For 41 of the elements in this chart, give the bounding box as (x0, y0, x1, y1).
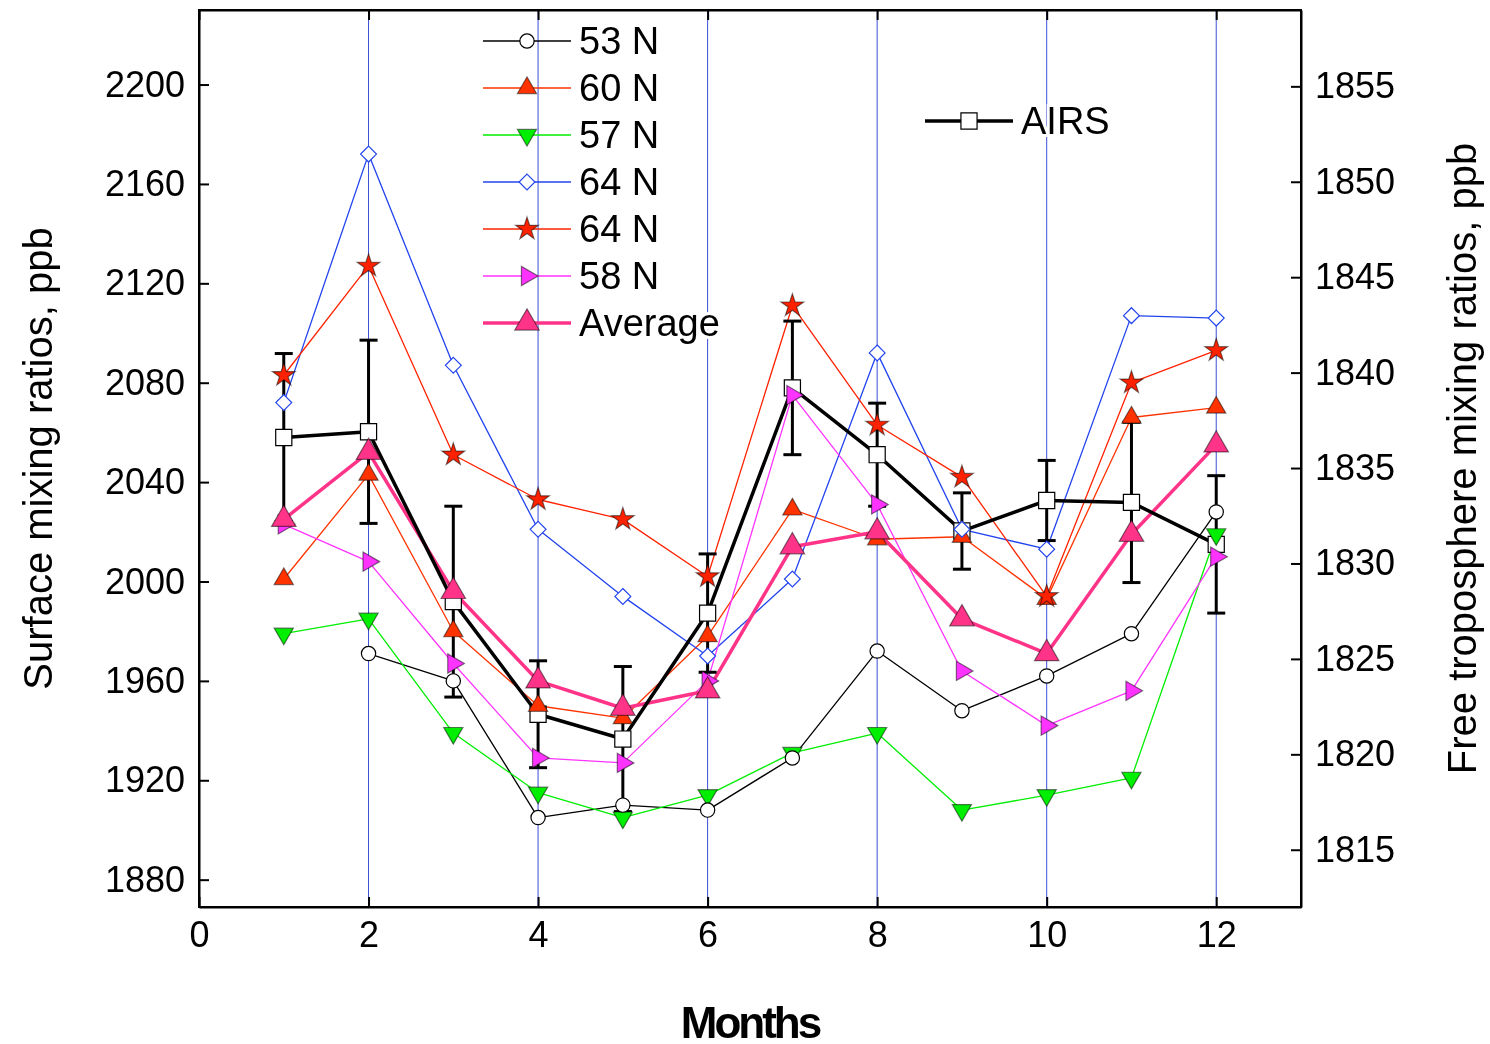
x-tick-label: 4 (528, 913, 549, 955)
y2-tick-label: 1820 (1315, 733, 1396, 775)
y-tick-label: 2120 (104, 262, 185, 304)
y2-tick-label: 1835 (1315, 447, 1396, 489)
x-axis-title: Months (680, 998, 821, 1044)
point (1038, 491, 1056, 510)
point (1122, 493, 1141, 512)
legend-label: 60 N (579, 67, 660, 109)
legend-label: 64 N (579, 161, 660, 203)
y2-tick-label: 1825 (1315, 637, 1396, 679)
y-tick-label: 2160 (104, 162, 185, 204)
y-axis-title: Surface mixing ratios, ppb (16, 227, 60, 690)
point (614, 730, 632, 748)
y2-tick-label: 1845 (1315, 256, 1396, 298)
y2-tick-label: 1840 (1315, 351, 1396, 393)
x-tick-label: 2 (359, 913, 380, 955)
y-tick-label: 1880 (104, 858, 185, 900)
point (868, 446, 886, 464)
x-tick-label: 12 (1196, 913, 1237, 955)
legend-label: 53 N (579, 20, 660, 62)
x-tick-label: 0 (189, 913, 210, 955)
y2-tick-label: 1815 (1315, 828, 1396, 870)
y-tick-label: 2080 (104, 361, 185, 403)
y-tick-label: 2040 (104, 461, 185, 503)
y2-tick-label: 1855 (1315, 65, 1396, 107)
y2-tick-label: 1850 (1315, 160, 1396, 202)
y-tick-label: 2200 (104, 63, 185, 105)
y-tick-label: 2000 (104, 560, 185, 602)
legend-label: 58 N (579, 255, 660, 297)
point (698, 604, 717, 622)
x-tick-label: 10 (1027, 913, 1068, 955)
y-tick-label: 1960 (104, 659, 185, 701)
x-tick-label: 8 (867, 913, 888, 955)
point (359, 423, 378, 441)
y2-tick-label: 1830 (1315, 542, 1396, 584)
point (275, 428, 293, 447)
legend-label: 57 N (579, 114, 660, 156)
x-tick-label: 6 (698, 913, 719, 955)
legend-label: 64 N (579, 208, 660, 250)
y-tick-label: 1920 (104, 759, 185, 801)
y2-axis-title: Free troposphere mixing ratios, ppb (1440, 142, 1484, 775)
